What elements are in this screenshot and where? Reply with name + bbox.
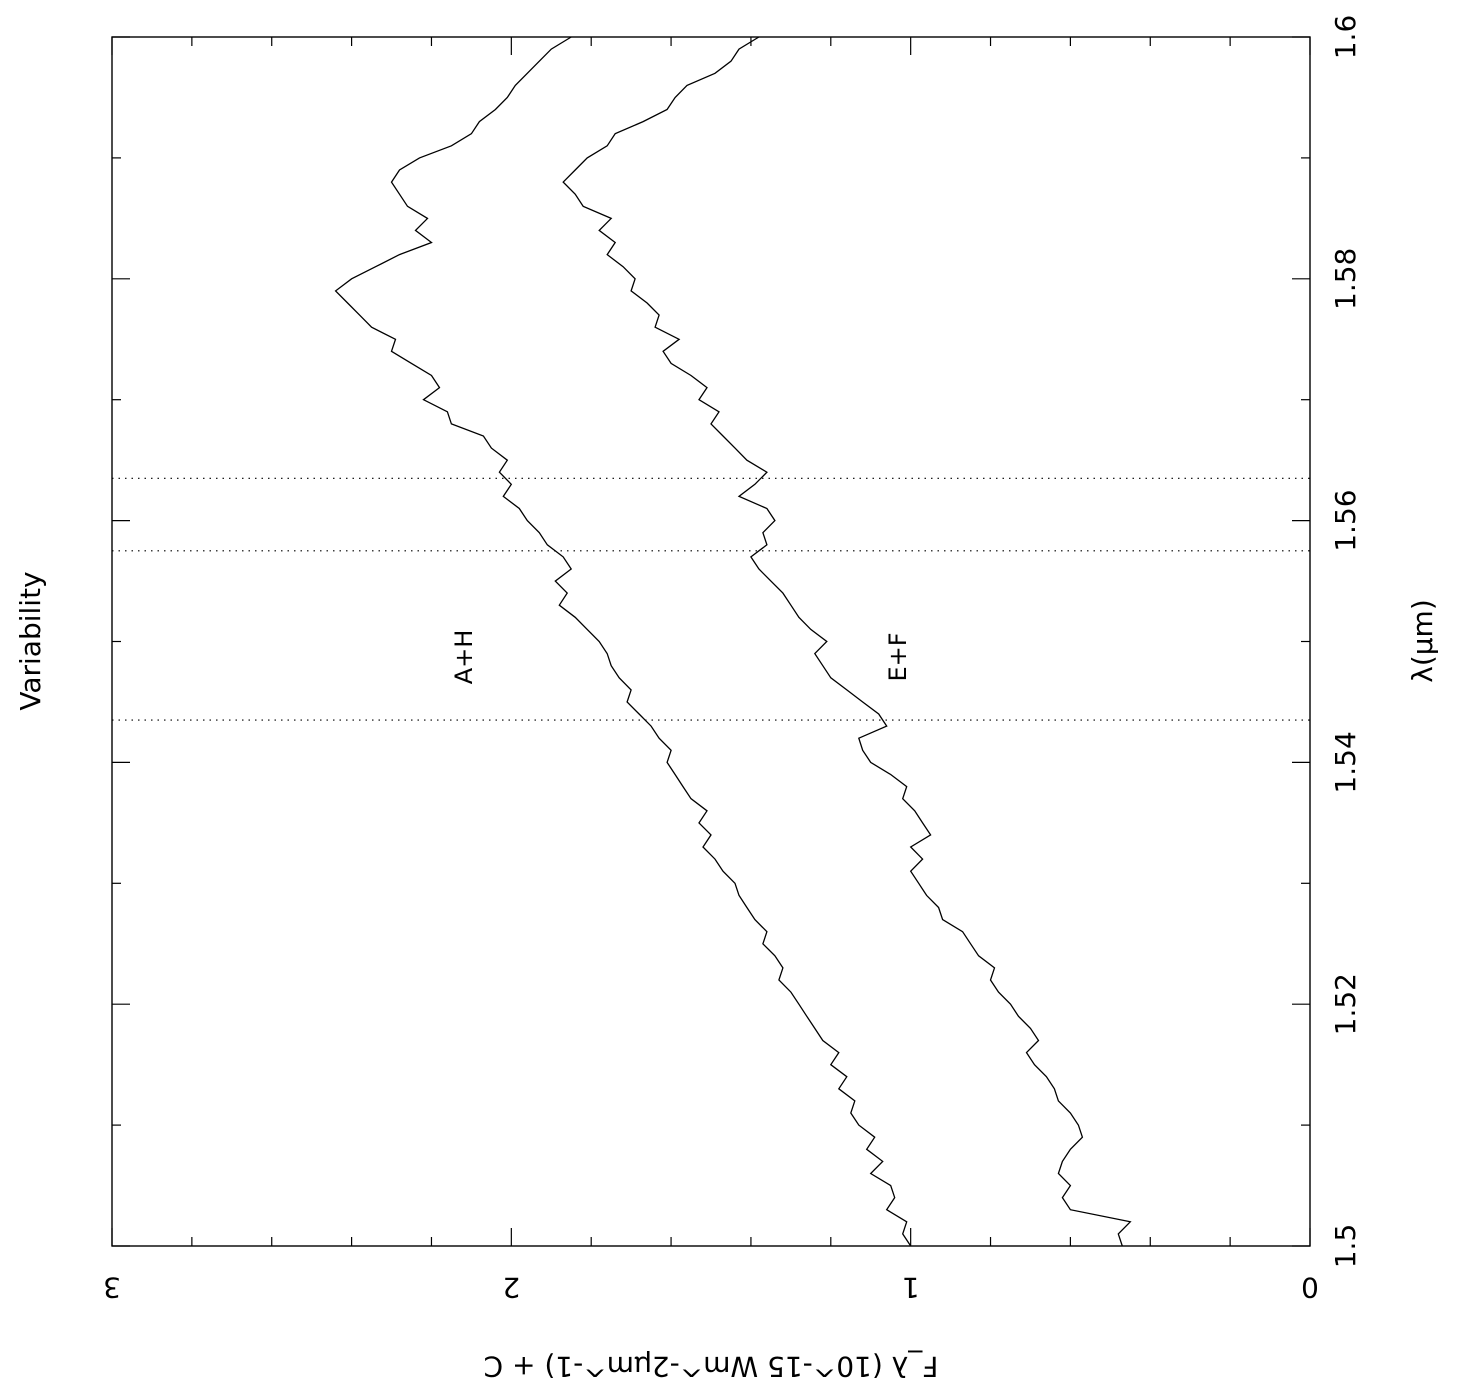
series-label-a-h: A+H <box>450 630 478 685</box>
chart-title: Variability <box>14 571 47 710</box>
x-axis-label: λ(μm) <box>1406 599 1439 683</box>
tick-labels: 1.5 1.52 1.54 1.56 1.58 1.6 0 1 2 3 <box>103 15 1362 1304</box>
plot-frame <box>111 36 1311 1247</box>
y-tick-label: 0 <box>1301 1271 1319 1304</box>
x-tick-label: 1.58 <box>1329 248 1362 310</box>
y-axis-label-text: F_λ (10^-15 Wm^-2μm^-1) + C <box>484 1350 939 1383</box>
reference-lines <box>112 477 1310 721</box>
y-tick-label: 3 <box>103 1271 121 1304</box>
series-line-a-h <box>334 36 912 1247</box>
series-line-e-f <box>562 36 1132 1247</box>
series-layer: A+H E+F <box>334 36 1132 1247</box>
x-tick-label: 1.56 <box>1329 489 1362 551</box>
axis-ticks <box>111 36 1311 1247</box>
x-tick-label: 1.6 <box>1329 15 1362 60</box>
y-axis-label: F_λ (10^-15 Wm^-2μm^-1) + C <box>484 1350 939 1383</box>
x-tick-label: 1.5 <box>1329 1224 1362 1269</box>
series-label-e-f: E+F <box>884 632 912 681</box>
x-axis-label-text: λ(μm) <box>1406 599 1439 683</box>
x-tick-label: 1.54 <box>1329 731 1362 793</box>
x-tick-label: 1.52 <box>1329 973 1362 1035</box>
y-tick-label: 1 <box>902 1271 920 1304</box>
y-tick-label: 2 <box>502 1271 520 1304</box>
